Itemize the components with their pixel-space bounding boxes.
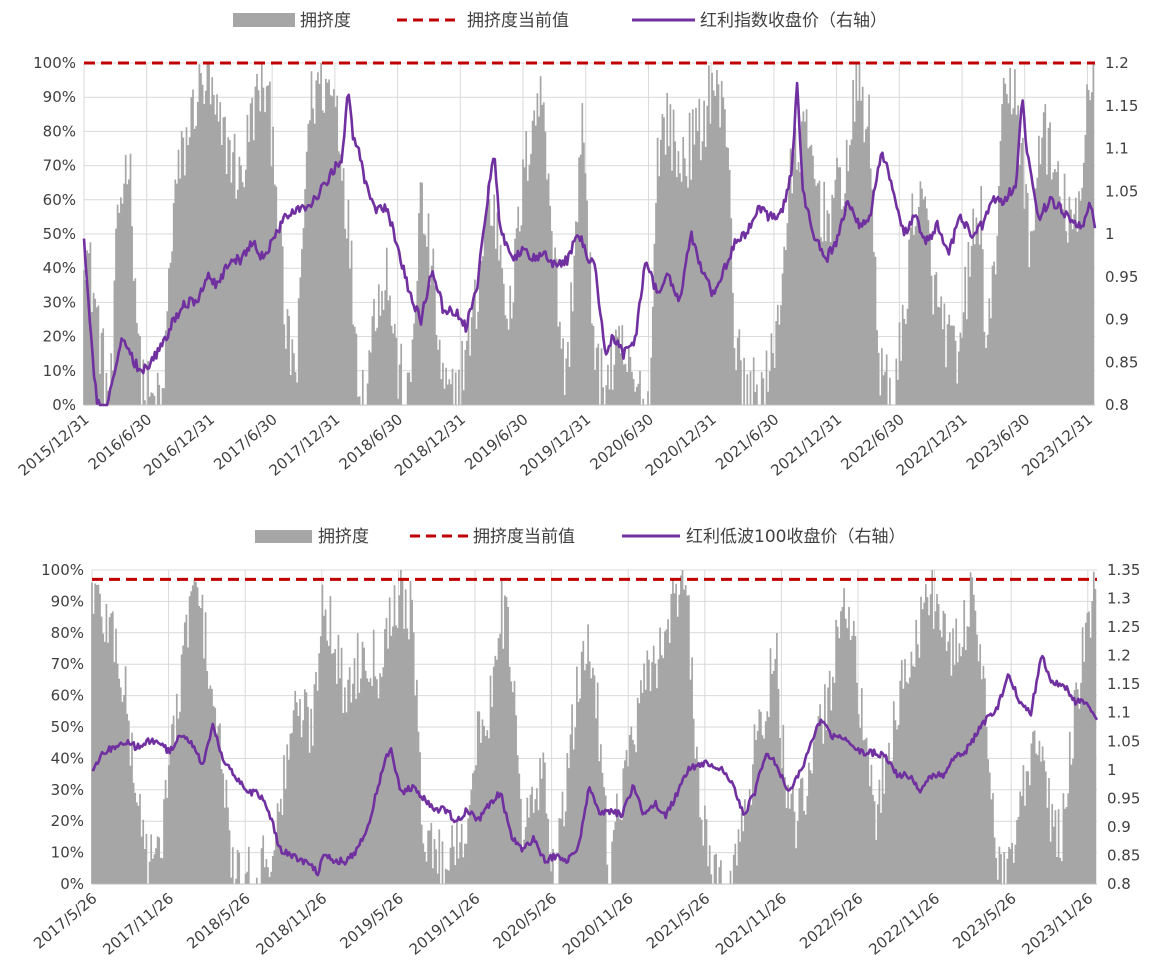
top-ytick-right: 1.2: [1105, 54, 1129, 72]
bottom-ytick-right: 1.3: [1107, 590, 1131, 608]
bottom-ytick-right: 0.95: [1107, 789, 1140, 807]
bottom-ytick-left: 30%: [51, 781, 84, 799]
bottom-xtick: 2018/11/26: [253, 889, 331, 958]
bottom-xtick: 2023/11/26: [1019, 889, 1097, 958]
top-ytick-left: 10%: [43, 362, 76, 380]
top-ytick-left: 0%: [52, 396, 76, 414]
bottom-ytick-left: 10%: [51, 844, 84, 862]
plot-bottom: 0% 10% 20% 30% 40% 50% 60% 70% 80% 90% 100% 0.8 0.85…: [30, 561, 1140, 959]
legend-bottom-line-label: 红利低波100收盘价（右轴）: [686, 527, 905, 547]
bottom-ytick-left: 70%: [51, 655, 84, 673]
bottom-ytick-left: 40%: [51, 749, 84, 767]
legend-bottom-bar-swatch: [255, 530, 312, 543]
top-ytick-right: 1: [1105, 225, 1115, 243]
bottom-ytick-right: 1.15: [1107, 675, 1140, 693]
top-ytick-left: 60%: [43, 191, 76, 209]
bottom-ytick-left: 50%: [51, 718, 84, 736]
bottom-ytick-right: 1.05: [1107, 732, 1140, 750]
bottom-ytick-right: 1.35: [1107, 561, 1140, 579]
bottom-xtick: 2020/11/26: [559, 889, 637, 958]
bottom-price-line: [91, 654, 1099, 877]
top-ytick-left: 70%: [43, 157, 76, 175]
legend-top-bar-label: 拥挤度: [300, 11, 351, 31]
legend-top-bar-swatch: [233, 13, 295, 27]
bottom-ytick-right: 1: [1107, 761, 1117, 779]
top-ytick-right: 0.95: [1105, 268, 1138, 286]
top-crowding-bars: [83, 63, 1095, 405]
top-price-line: [82, 81, 1097, 407]
top-ytick-right: 0.9: [1105, 311, 1129, 329]
legend-top-ref-label: 拥挤度当前值: [467, 11, 569, 31]
top-ytick-left: 100%: [33, 54, 76, 72]
top-ytick-right: 1.05: [1105, 182, 1138, 200]
bottom-ytick-left: 0%: [60, 875, 84, 893]
bottom-ytick-right: 0.85: [1107, 846, 1140, 864]
plot-top: 0% 10% 20% 30% 40% 50% 60% 70% 80% 90% 100% 0.8 0.85…: [15, 54, 1139, 480]
legend-bottom: 拥挤度 拥挤度当前值 红利低波100收盘价（右轴）: [255, 527, 905, 547]
top-ytick-left: 30%: [43, 293, 76, 311]
top-ytick-left: 40%: [43, 259, 76, 277]
legend-top-line-label: 红利指数收盘价（右轴）: [700, 11, 887, 31]
bottom-xtick: 2020/5/26: [490, 889, 560, 952]
bottom-xtick: 2018/5/26: [183, 889, 253, 952]
bottom-xtick: 2021/11/26: [712, 889, 790, 958]
bottom-xtick: 2017/11/26: [99, 889, 177, 958]
bottom-xtick: 2023/5/26: [949, 889, 1019, 952]
bottom-ytick-left: 80%: [51, 624, 84, 642]
top-ytick-left: 90%: [43, 88, 76, 106]
bottom-xtick: 2019/11/26: [406, 889, 484, 958]
bottom-ytick-right: 0.9: [1107, 818, 1131, 836]
legend-bottom-ref-label: 拥挤度当前值: [473, 527, 575, 547]
bottom-ytick-left: 90%: [51, 592, 84, 610]
bottom-ytick-right: 1.1: [1107, 704, 1131, 722]
bottom-xtick: 2017/5/26: [30, 889, 100, 952]
bottom-ytick-left: 20%: [51, 812, 84, 830]
top-xtick: 2015/12/31: [15, 410, 93, 479]
bottom-ytick-right: 1.2: [1107, 647, 1131, 665]
bottom-ytick-right: 0.8: [1107, 875, 1131, 893]
bottom-xtick: 2021/5/26: [643, 889, 713, 952]
top-ytick-left: 20%: [43, 328, 76, 346]
legend-bottom-bar-label: 拥挤度: [318, 527, 369, 547]
top-ytick-left: 80%: [43, 122, 76, 140]
bottom-xtick: 2019/5/26: [336, 889, 406, 952]
top-ytick-right: 0.85: [1105, 353, 1138, 371]
bottom-xtick: 2022/5/26: [796, 889, 866, 952]
top-ytick-right: 1.15: [1105, 97, 1138, 115]
bottom-xtick: 2022/11/26: [865, 889, 943, 958]
bottom-ytick-left: 100%: [41, 561, 84, 579]
legend-top: 拥挤度 拥挤度当前值 红利指数收盘价（右轴）: [233, 11, 887, 31]
top-ytick-right: 0.8: [1105, 396, 1129, 414]
bottom-ytick-right: 1.25: [1107, 618, 1140, 636]
top-ytick-left: 50%: [43, 225, 76, 243]
bottom-ytick-left: 60%: [51, 687, 84, 705]
top-ytick-right: 1.1: [1105, 140, 1129, 158]
